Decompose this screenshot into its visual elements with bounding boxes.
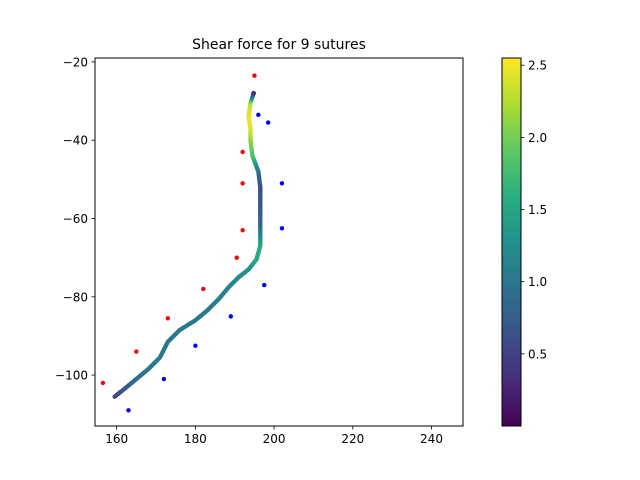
suture-point-red (252, 73, 257, 78)
suture-point-red (201, 286, 206, 292)
x-axis: 160 180 200 220 240 (105, 426, 443, 446)
chart-title: Shear force for 9 sutures (192, 37, 366, 53)
x-tick-label: 160 (105, 432, 128, 446)
y-tick-label: −100 (55, 369, 88, 383)
colorbar-axis: 0.5 1.0 1.5 2.0 2.5 (521, 59, 547, 361)
suture-point-blue (193, 343, 198, 348)
x-tick-label: 200 (263, 432, 286, 446)
plot-area (100, 73, 285, 413)
suture-point-blue (262, 282, 267, 288)
colorbar-tick-label: 2.5 (528, 59, 547, 73)
y-tick-label: −80 (63, 290, 88, 304)
path-point (251, 90, 257, 96)
colorbar-tick-label: 1.0 (528, 275, 547, 289)
y-tick-label: −40 (63, 134, 88, 148)
colorbar-tick-label: 0.5 (528, 347, 547, 361)
suture-point-blue (256, 112, 261, 117)
x-tick-label: 240 (420, 432, 443, 446)
suture-point-red (240, 181, 245, 186)
suture-point-red (100, 380, 106, 386)
colorbar (501, 57, 522, 427)
suture-point-blue (126, 408, 131, 413)
x-tick-label: 220 (341, 432, 364, 446)
suture-point-blue (265, 120, 271, 125)
y-tick-label: −60 (63, 212, 88, 226)
x-tick-label: 180 (184, 432, 207, 446)
plot-frame (94, 57, 464, 427)
suture-point-blue (228, 314, 233, 319)
suture-point-red (134, 349, 139, 354)
suture-point-blue (161, 376, 167, 382)
suture-point-red (165, 316, 171, 321)
suture-point-blue (279, 226, 285, 231)
colorbar-tick-label: 1.5 (528, 203, 547, 217)
suture-point-red (240, 228, 245, 233)
suture-point-red (240, 149, 245, 155)
suture-point-blue (279, 181, 285, 186)
colorbar-tick-label: 2.0 (528, 131, 547, 145)
suture-point-red (234, 255, 239, 260)
y-tick-label: −20 (63, 55, 88, 69)
y-axis: −20 −40 −60 −80 −100 (55, 55, 95, 383)
